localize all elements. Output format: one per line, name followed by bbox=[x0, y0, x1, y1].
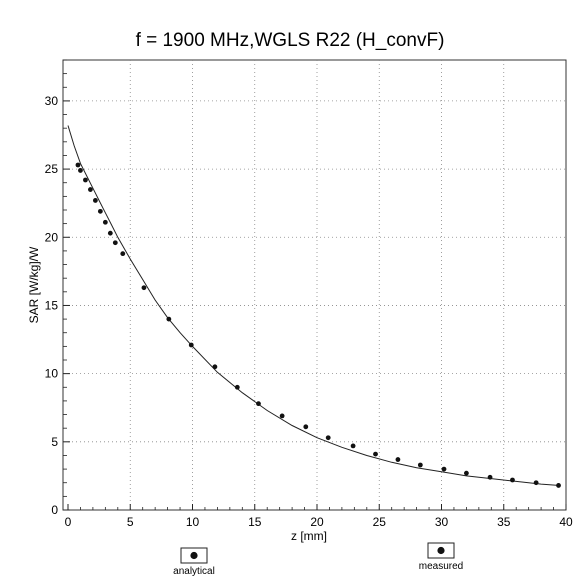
x-tick-label: 15 bbox=[248, 515, 262, 529]
measured-point bbox=[279, 413, 285, 419]
x-axis-label: z [mm] bbox=[291, 529, 327, 543]
y-tick-label: 0 bbox=[51, 503, 58, 517]
measured-point bbox=[350, 443, 356, 449]
plot-area bbox=[62, 59, 567, 511]
measured-point bbox=[88, 187, 93, 192]
measured-point bbox=[556, 483, 561, 488]
measured-point bbox=[188, 342, 194, 348]
measured-point bbox=[212, 364, 218, 370]
grid-lines bbox=[68, 60, 566, 510]
measured-point bbox=[166, 316, 172, 322]
measured-point bbox=[234, 384, 240, 390]
measured-point bbox=[120, 251, 126, 257]
measured-point bbox=[83, 177, 88, 183]
analytical-series bbox=[67, 125, 560, 486]
measured-series bbox=[75, 162, 561, 488]
y-tick-label: 10 bbox=[45, 367, 59, 381]
legend-measured-marker bbox=[437, 546, 445, 555]
x-tick-label: 35 bbox=[497, 515, 511, 529]
legend: analytical measured bbox=[173, 542, 463, 577]
measured-point bbox=[107, 230, 113, 236]
measured-point bbox=[510, 477, 515, 483]
y-axis-label: SAR [W/kg]/W bbox=[27, 246, 41, 323]
measured-point bbox=[92, 198, 98, 203]
y-ticks: 0 5 10 15 20 25 30 bbox=[45, 59, 70, 517]
measured-point bbox=[97, 208, 103, 214]
measured-point bbox=[441, 466, 447, 472]
y-tick-label: 25 bbox=[45, 162, 59, 176]
x-tick-label: 10 bbox=[186, 515, 200, 529]
measured-point bbox=[256, 401, 261, 407]
measured-point bbox=[464, 470, 469, 476]
measured-point bbox=[141, 285, 147, 291]
y-tick-label: 30 bbox=[45, 94, 59, 108]
x-tick-label: 0 bbox=[65, 515, 72, 529]
measured-point bbox=[417, 462, 423, 468]
x-tick-label: 5 bbox=[127, 515, 134, 529]
y-tick-label: 5 bbox=[51, 435, 58, 449]
x-ticks: 0 5 10 15 20 25 30 35 40 bbox=[65, 504, 573, 529]
measured-point bbox=[487, 474, 493, 480]
x-tick-label: 30 bbox=[435, 515, 449, 529]
measured-point bbox=[303, 424, 309, 430]
legend-analytical-label: analytical bbox=[173, 566, 215, 577]
measured-point bbox=[78, 168, 83, 173]
measured-point bbox=[75, 162, 81, 168]
x-tick-label: 25 bbox=[373, 515, 387, 529]
measured-point bbox=[325, 435, 331, 441]
measured-point bbox=[373, 451, 378, 457]
measured-point bbox=[395, 457, 401, 462]
measured-point bbox=[533, 480, 539, 486]
x-tick-label: 20 bbox=[310, 515, 324, 529]
chart-title: f = 1900 MHz,WGLS R22 (H_convF) bbox=[136, 30, 445, 51]
x-tick-label: 40 bbox=[559, 515, 573, 529]
legend-measured-label: measured bbox=[419, 561, 463, 572]
measured-point bbox=[112, 240, 118, 246]
measured-point bbox=[102, 219, 108, 225]
legend-analytical-marker bbox=[190, 551, 198, 560]
analytical-line bbox=[67, 125, 560, 486]
y-tick-label: 15 bbox=[45, 298, 59, 312]
y-tick-label: 20 bbox=[45, 230, 59, 244]
